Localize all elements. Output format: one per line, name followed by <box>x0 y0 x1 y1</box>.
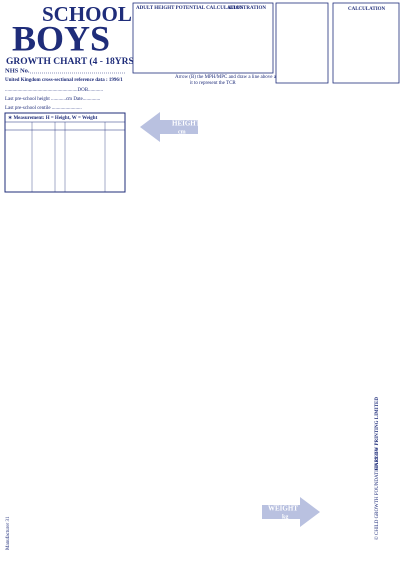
calculation-box <box>332 2 400 84</box>
preschool-centile: Last pre-school centile ................… <box>5 106 82 111</box>
height-label: HEIGHT <box>172 120 201 128</box>
name-line: ........................................… <box>5 88 103 93</box>
subtitle: GROWTH CHART (4 - 18YRS) <box>6 56 137 67</box>
weight-unit: kg <box>282 514 288 520</box>
table-title: ∗ Measurement: H = Height, W = Weight <box>8 115 98 121</box>
note: it to represent the TCR <box>190 81 236 86</box>
title-school: SCHOOL <box>42 2 132 26</box>
mini-scale <box>275 2 329 84</box>
note: Arrow (B) the MPH/MPC and draw a line ab… <box>175 75 295 80</box>
publisher: HARLOW PRINTING LIMITED <box>375 397 380 470</box>
height-arrow <box>140 112 198 142</box>
potential-title: ADULT HEIGHT POTENTIAL CALCULATION <box>136 6 244 11</box>
manufacturer: Manufacturer 31 <box>6 516 11 550</box>
weight-arrow <box>262 497 320 527</box>
reference: United Kingdom cross-sectional reference… <box>5 78 123 83</box>
title-boys: BOYS <box>12 18 110 58</box>
copyright: © CHILD GROWTH FOUNDATION 1996/1 <box>374 447 380 540</box>
height-unit: cm <box>178 129 186 135</box>
preschool-height: Last pre-school height ............cm Da… <box>5 97 100 102</box>
nhs-number: NHS No. <box>5 67 30 74</box>
potential-box <box>132 2 274 74</box>
illustration-title: ILLUSTRATION <box>228 6 266 11</box>
calculation-title: CALCULATION <box>348 7 386 12</box>
weight-label: WEIGHT <box>268 505 298 513</box>
